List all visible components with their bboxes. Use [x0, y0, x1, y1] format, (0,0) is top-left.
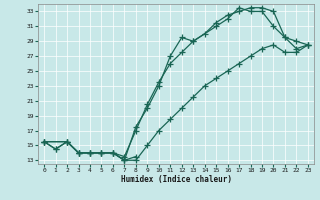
- X-axis label: Humidex (Indice chaleur): Humidex (Indice chaleur): [121, 175, 231, 184]
